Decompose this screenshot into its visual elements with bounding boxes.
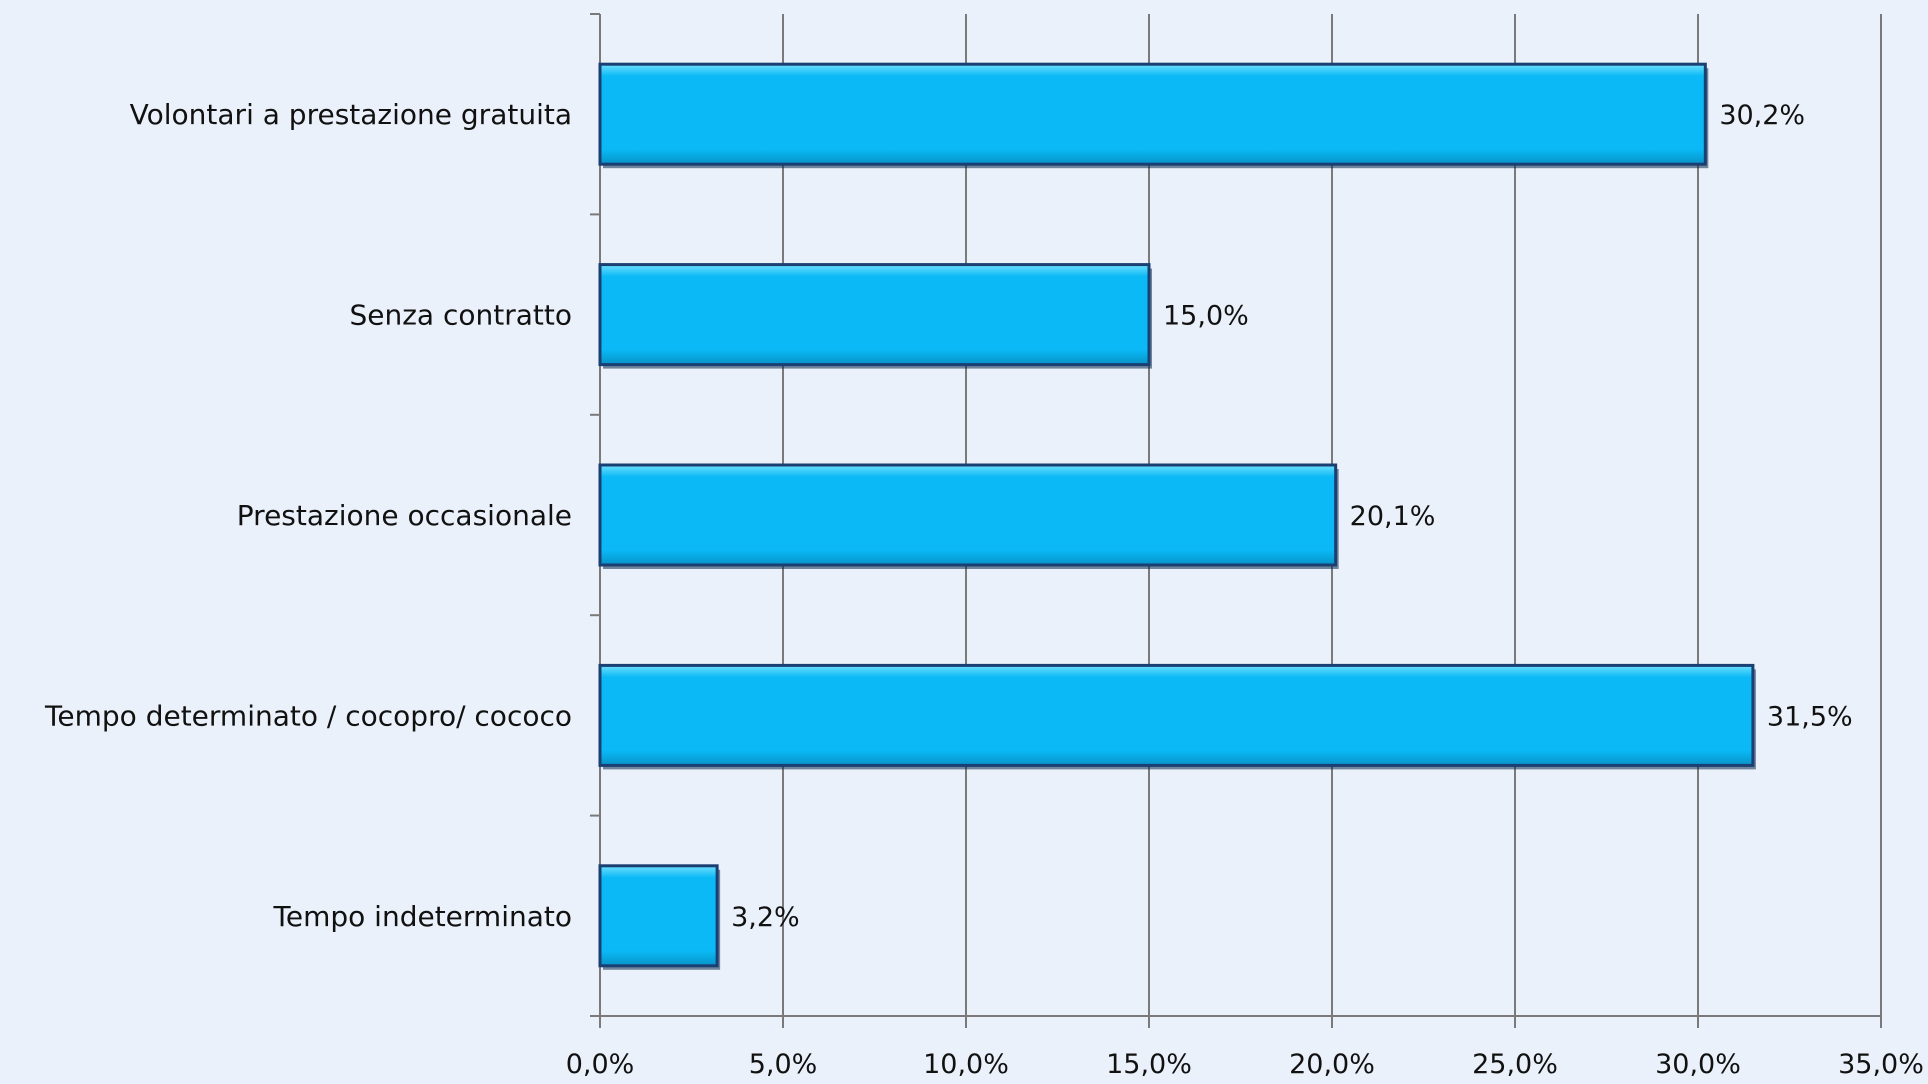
x-tick-label: 20,0% xyxy=(1289,1049,1375,1080)
x-tick-label: 5,0% xyxy=(749,1049,818,1080)
category-label: Prestazione occasionale xyxy=(237,499,572,532)
data-label: 31,5% xyxy=(1767,701,1853,732)
bar xyxy=(598,463,1338,567)
data-label: 3,2% xyxy=(731,902,800,933)
category-label: Tempo indeterminato xyxy=(273,900,572,933)
x-tick-label: 0,0% xyxy=(566,1049,635,1080)
x-tick-label: 15,0% xyxy=(1106,1049,1192,1080)
x-tick-label: 25,0% xyxy=(1472,1049,1558,1080)
x-tick-label: 10,0% xyxy=(923,1049,1009,1080)
bar xyxy=(598,62,1707,166)
data-label: 20,1% xyxy=(1350,501,1436,532)
category-label: Volontari a prestazione gratuita xyxy=(130,98,572,131)
x-tick-label: 35,0% xyxy=(1838,1049,1924,1080)
category-label: Senza contratto xyxy=(349,299,572,332)
data-label: 15,0% xyxy=(1163,301,1249,332)
x-tick-label: 30,0% xyxy=(1655,1049,1741,1080)
bar xyxy=(598,864,719,968)
category-label: Tempo determinato / cocopro/ cococo xyxy=(44,699,572,732)
bar xyxy=(598,263,1151,367)
data-label: 30,2% xyxy=(1719,100,1805,131)
bar xyxy=(598,663,1755,767)
